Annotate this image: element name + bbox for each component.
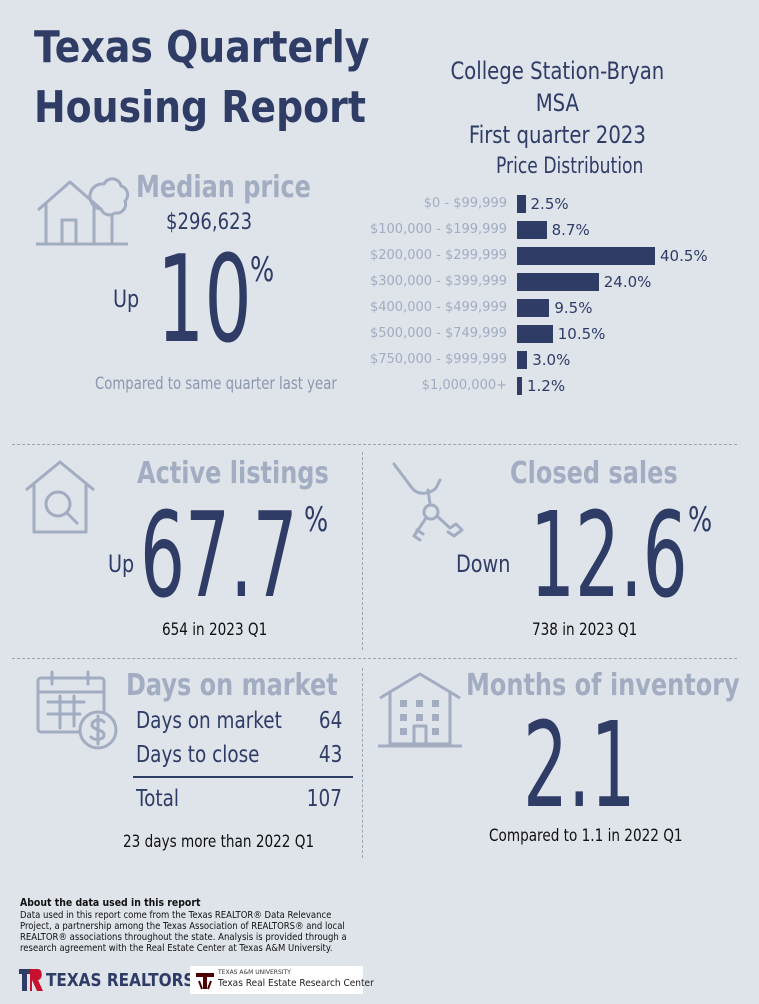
closed-sales-count: 738 in 2023 Q1 — [532, 620, 638, 640]
price-range-bar — [517, 377, 522, 395]
total-divider — [133, 776, 353, 778]
price-range-bar — [517, 351, 528, 369]
days-on-market-key: Days on market — [136, 708, 282, 734]
price-range-bar — [517, 299, 550, 317]
days-to-close-key: Days to close — [136, 742, 260, 768]
days-total-key: Total — [136, 786, 179, 812]
median-price-change: 10 — [157, 231, 252, 370]
title-line-1: Texas Quarterly — [34, 22, 370, 73]
price-range-share: 40.5% — [660, 247, 708, 265]
price-range-label: $0 - $99,999 — [423, 196, 507, 211]
title-line-2: Housing Report — [34, 82, 366, 133]
price-range-label: $750,000 - $999,999 — [369, 352, 507, 367]
section-divider-top — [12, 444, 737, 445]
days-on-market-label: Days on market — [126, 668, 338, 703]
section-divider-vertical-bottom — [362, 668, 363, 858]
median-price-direction: Up — [113, 285, 140, 313]
hand-keys-icon — [392, 462, 464, 542]
price-range-bar — [517, 195, 526, 213]
price-distribution-row: $750,000 - $999,999 3.0% — [0, 350, 759, 370]
days-to-close-value: 43 — [318, 742, 342, 768]
price-range-share: 3.0% — [532, 351, 571, 369]
price-range-share: 1.2% — [527, 377, 566, 395]
price-distribution-row: $0 - $99,999 2.5% — [0, 194, 759, 214]
price-range-label: $400,000 - $499,999 — [369, 300, 507, 315]
price-range-share: 10.5% — [557, 325, 606, 343]
median-price-comparison: Compared to same quarter last year — [95, 374, 337, 394]
report-title: Texas Quarterly Housing Report — [34, 18, 369, 138]
price-range-label: $100,000 - $199,999 — [369, 222, 507, 237]
price-distribution-title: Price Distribution — [496, 154, 644, 179]
price-distribution-row: $100,000 - $199,999 8.7% — [0, 220, 759, 240]
price-range-bar — [517, 221, 547, 239]
closed-sales-label: Closed sales — [510, 456, 678, 491]
price-distribution-row: $500,000 - $749,999 10.5% — [0, 324, 759, 344]
house-with-tree-icon — [36, 177, 130, 246]
real-estate-center-logo — [190, 966, 363, 994]
price-range-share: 8.7% — [551, 221, 590, 239]
price-range-bar — [517, 325, 553, 343]
closed-sales-percent-sign: % — [688, 500, 713, 540]
days-on-market-comparison: 23 days more than 2022 Q1 — [123, 832, 315, 852]
median-price-label: Median price — [136, 170, 311, 205]
texas-realtors-logo-text: TEXAS REALTORS — [46, 970, 195, 991]
active-listings-direction: Up — [108, 550, 135, 578]
section-divider-middle — [12, 658, 737, 659]
median-price-percent-sign: % — [250, 250, 275, 290]
days-on-market-value: 64 — [318, 708, 342, 734]
section-divider-vertical-top — [362, 452, 363, 650]
months-of-inventory-label: Months of inventory — [466, 668, 740, 703]
price-distribution-row: $400,000 - $499,999 9.5% — [0, 298, 759, 318]
closed-sales-change: 12.6 — [530, 486, 688, 624]
report-period: First quarter 2023 — [468, 121, 646, 149]
median-price-value: $296,623 — [166, 210, 253, 235]
price-range-label: $200,000 - $299,999 — [369, 248, 507, 263]
active-listings-label: Active listings — [137, 456, 329, 491]
active-listings-percent-sign: % — [304, 500, 329, 540]
apartment-building-icon — [378, 672, 462, 748]
calendar-dollar-icon — [36, 670, 118, 750]
days-total-value: 107 — [306, 786, 342, 812]
price-distribution-row: $300,000 - $399,999 24.0% — [0, 272, 759, 292]
real-estate-center-name: Texas Real Estate Research Center — [218, 978, 374, 989]
region-block: College Station-Bryan MSA First quarter … — [436, 55, 679, 151]
months-of-inventory-comparison: Compared to 1.1 in 2022 Q1 — [489, 826, 683, 846]
price-range-bar — [517, 273, 599, 291]
aggie-atm-icon — [194, 969, 216, 991]
price-range-share: 2.5% — [530, 195, 569, 213]
months-of-inventory-value: 2.1 — [523, 696, 636, 834]
about-data-title: About the data used in this report — [20, 896, 201, 909]
price-distribution-row: $200,000 - $299,999 40.5% — [0, 246, 759, 266]
price-range-label: $1,000,000+ — [421, 378, 507, 393]
price-range-label: $500,000 - $749,999 — [369, 326, 507, 341]
aggie-university-label: TEXAS A&M UNIVERSITY — [218, 969, 291, 976]
price-range-label: $300,000 - $399,999 — [369, 274, 507, 289]
house-magnifier-icon — [25, 460, 95, 534]
closed-sales-direction: Down — [456, 550, 511, 578]
price-range-share: 24.0% — [603, 273, 652, 291]
price-range-bar — [517, 247, 655, 265]
price-distribution-row: $1,000,000+ 1.2% — [0, 376, 759, 396]
active-listings-change: 67.7 — [140, 486, 298, 624]
region-name: College Station-Bryan MSA — [450, 57, 665, 117]
about-data-text: Data used in this report come from the T… — [20, 910, 347, 954]
active-listings-count: 654 in 2023 Q1 — [162, 620, 268, 640]
price-range-share: 9.5% — [554, 299, 593, 317]
texas-realtors-logo-icon — [19, 969, 43, 991]
